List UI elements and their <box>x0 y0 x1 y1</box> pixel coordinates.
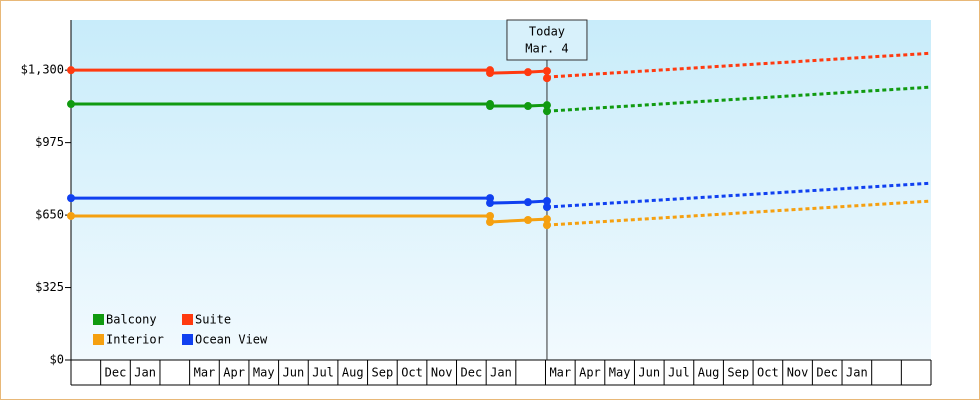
point <box>523 198 532 207</box>
x-tick-label: Dec <box>461 366 483 380</box>
x-tick-label: Dec <box>816 366 838 380</box>
point <box>542 215 551 224</box>
plot-area <box>71 20 931 360</box>
forecast-line <box>546 85 932 113</box>
x-tick-label: Aug <box>342 366 364 380</box>
x-tick-label: Jan <box>490 366 512 380</box>
x-tick-label: Nov <box>787 366 809 380</box>
x-tick-label: Dec <box>105 366 127 380</box>
x-tick-label: May <box>609 366 631 380</box>
x-tick-label: Sep <box>727 366 749 380</box>
point <box>523 215 532 224</box>
annotation-text: Today <box>529 25 565 39</box>
point <box>486 217 495 226</box>
x-tick-label: Apr <box>579 366 601 380</box>
x-tick-label: Apr <box>223 366 245 380</box>
x-tick-label: Oct <box>401 366 423 380</box>
point <box>523 68 532 77</box>
legend-label: Interior <box>106 333 164 347</box>
point <box>486 211 495 220</box>
x-tick-label: Oct <box>757 366 779 380</box>
x-tick-label: Jan <box>846 366 868 380</box>
legend-label: Balcony <box>106 313 157 327</box>
point <box>67 194 75 203</box>
point <box>67 66 75 75</box>
x-tick-label: Jul <box>668 366 690 380</box>
legend-label: Ocean View <box>195 333 268 347</box>
x-tick-label: Jun <box>638 366 660 380</box>
x-tick-label: Jul <box>312 366 334 380</box>
y-tick-label: $325 <box>35 280 64 294</box>
x-tick-label: Nov <box>431 366 453 380</box>
point <box>523 102 532 111</box>
point <box>67 100 75 109</box>
point <box>486 69 495 78</box>
annotation-box <box>506 19 588 61</box>
legend-swatch <box>182 334 193 345</box>
point <box>542 221 551 230</box>
y-tick-label: $975 <box>35 135 64 149</box>
x-tick-label: Jan <box>134 366 156 380</box>
annotation-text: Mar. 4 <box>525 42 568 56</box>
legend-swatch <box>182 314 193 325</box>
legend-swatch <box>93 334 104 345</box>
point <box>542 67 551 76</box>
y-tick-label: $1,300 <box>21 63 64 77</box>
forecast-line <box>546 181 932 209</box>
point <box>542 74 551 83</box>
y-tick-label: $650 <box>35 208 64 222</box>
point <box>486 199 495 208</box>
x-tick-label: Aug <box>698 366 720 380</box>
x-tick-label: May <box>253 366 275 380</box>
point <box>542 203 551 212</box>
forecast-line <box>546 51 932 79</box>
x-tick-label: Jun <box>283 366 305 380</box>
y-tick-label: $0 <box>50 353 64 367</box>
point <box>542 101 551 110</box>
legend-label: Suite <box>195 313 231 327</box>
legend-swatch <box>93 314 104 325</box>
forecast-line <box>546 199 932 227</box>
x-tick-label: Sep <box>372 366 394 380</box>
x-tick-label: Mar <box>194 366 216 380</box>
x-tick-label: Mar <box>549 366 571 380</box>
point <box>542 107 551 116</box>
point <box>67 211 75 220</box>
point <box>486 102 495 111</box>
point <box>542 197 551 206</box>
